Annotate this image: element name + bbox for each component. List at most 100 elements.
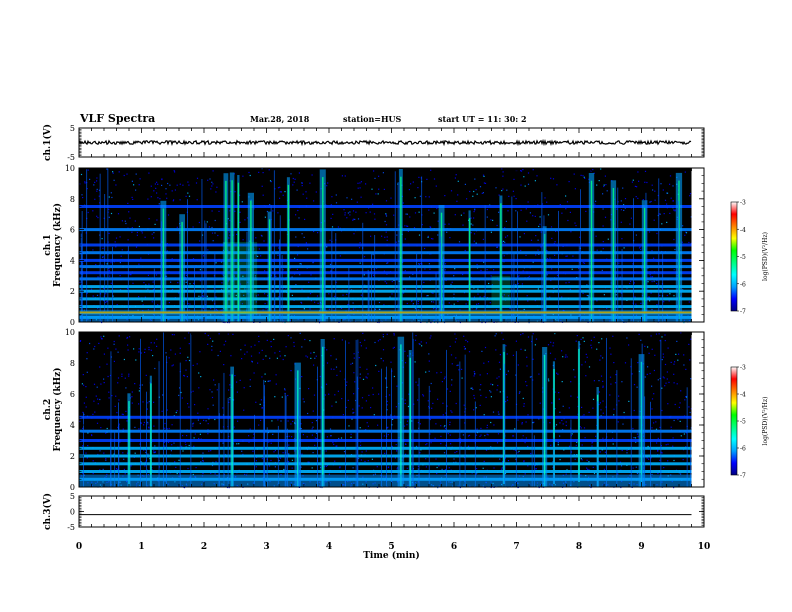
s2-noise-dot [659,459,661,461]
s2-noise-dot [99,398,101,401]
s1-noise-dot [269,204,271,206]
s1-noise-dot [290,288,292,290]
s1-noise-dot [92,249,94,251]
s2-noise-dot [386,400,388,402]
s2-noise-dot [100,336,102,338]
s1-noise-dot [211,181,213,183]
s2-noise-dot [451,363,453,365]
s2-noise-dot [446,388,449,390]
s1-noise-dot [279,186,281,188]
s2-noise-dot [512,354,514,356]
s1-noise-dot [460,214,462,216]
s2-noise-dot [207,408,209,410]
s2-noise-dot [588,469,590,471]
s2-streak [140,338,141,487]
s1-noise-dot [215,308,218,310]
s2-noise-dot [196,363,198,365]
s2-noise-dot [505,401,507,403]
s1-noise-dot [656,304,658,306]
s1-hline [79,243,692,247]
s1-noise-dot [339,255,341,257]
s1-noise-dot [215,191,217,193]
s2-noise-dot [514,449,516,451]
s1-noise-dot [619,276,621,278]
s2-noise-dot [199,422,201,425]
s1-noise-dot [654,199,656,201]
s1-noise-dot [294,178,296,180]
s1-noise-dot [335,194,337,196]
s1-noise-dot [262,172,264,174]
s1-noise-dot [228,231,230,233]
s2-noise-dot [214,418,216,421]
s2-noise-dot [337,390,339,392]
header-start-time: start UT = 11: 30: 2 [438,114,527,124]
s2-noise-dot [222,442,224,444]
s1-noise-dot [534,300,536,302]
s1-noise-dot [110,192,112,194]
s2-noise-dot [602,357,604,359]
s2-noise-dot [118,423,120,425]
s2-noise-dot [100,338,103,340]
s2-noise-dot [122,452,124,454]
s2-noise-dot [326,362,329,364]
s1-noise-dot [182,184,184,186]
s1-noise-dot [555,230,557,232]
s1-frame [78,167,705,323]
s1-noise-dot [279,197,281,199]
s2-noise-dot [636,472,638,474]
s2-noise-dot [332,442,334,444]
s1-noise-dot [334,295,336,297]
s1-noise-dot [198,295,200,297]
s2-noise-dot [666,371,668,373]
s1-streak [543,215,545,322]
s1-noise-dot [534,180,536,182]
y-tick-label: 4 [70,256,75,265]
s2-noise-dot [429,390,431,392]
colorbar-bar [730,201,738,312]
s2-streak [299,418,301,487]
s1-noise-dot [303,308,305,310]
s1-noise-dot [503,294,505,296]
s2-noise-dot [634,437,637,439]
s1-noise-dot [157,197,159,199]
s2-noise-dot [461,368,463,370]
s2-burst-core [578,348,580,487]
s2-noise-dot [265,355,267,357]
s2-noise-dot [287,335,289,337]
s2-noise-dot [432,402,434,404]
s2-noise-dot [248,441,250,443]
s2-noise-dot [287,394,289,397]
s2-streak [179,362,181,487]
s1-noise-dot [428,196,430,198]
s1-hline [79,205,692,208]
s2-noise-dot [204,332,206,335]
s2-noise-dot [313,394,316,396]
s2-noise-dot [459,442,461,444]
s1-burst-core [237,182,240,322]
s1-noise-dot [528,275,530,277]
s1-noise-dot [427,236,429,238]
s2-noise-dot [574,376,576,378]
s1-noise-dot [598,180,600,182]
s1-noise-dot [672,200,674,202]
s2-noise-dot [308,388,310,390]
s2-noise-dot [396,385,398,387]
s2-noise-dot [214,384,216,386]
s2-noise-dot [192,423,194,425]
s2-noise-dot [468,445,470,447]
s2-noise-dot [138,351,140,353]
s2-noise-dot [619,461,622,463]
s1-noise-dot [147,198,149,200]
s2-streak [474,401,476,487]
s2-noise-dot [106,473,108,475]
s1-noise-dot [426,295,428,297]
s2-noise-dot [179,352,181,354]
s1-noise-dot [651,184,653,186]
s2-noise-dot [86,352,88,354]
s2-noise-dot [672,445,674,447]
s2-noise-dot [338,437,340,440]
s2-noise-dot [179,473,181,475]
s2-noise-dot [444,376,446,378]
s1-streak [348,265,350,322]
